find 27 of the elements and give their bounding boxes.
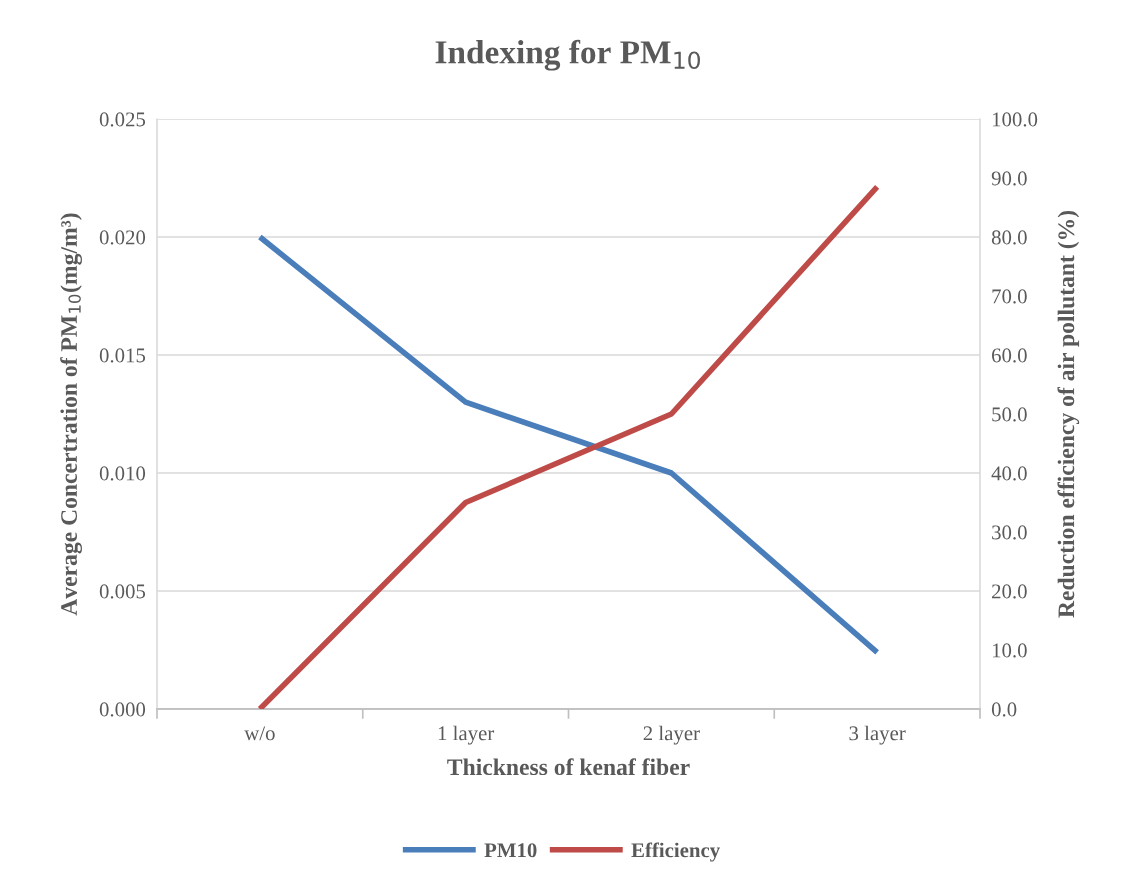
y2-tick-label: 50.0: [992, 407, 1027, 422]
y2-tick-label: 40.0: [991, 466, 1027, 481]
x-tick-label: 3 layer: [849, 725, 906, 745]
y2-tick-label: 70.0: [992, 289, 1027, 304]
y-tick-label: 0.005: [99, 584, 146, 599]
y2-tick-label: 20.0: [992, 584, 1027, 599]
y-axis-title: Average Concertration of PM$_{10}$(mg/m³): [60, 213, 82, 616]
y2-tick-label: 80.0: [991, 230, 1027, 245]
x-tick-label: 1 layer: [438, 725, 495, 745]
y2-tick-label: 60.0: [992, 348, 1027, 363]
y-tick-label: 0.025: [99, 112, 146, 127]
y2-tick-label: 90.0: [991, 171, 1027, 186]
legend-label: Efficiency: [631, 842, 720, 862]
legend-label: PM10: [484, 843, 537, 858]
y-tick-label: 0.000: [99, 702, 146, 717]
y2-tick-label: 10.0: [992, 643, 1027, 658]
y2-tick-label: 100.0: [992, 112, 1038, 127]
y2-axis-title: Reduction efficiency of air pollutant (%): [1057, 210, 1080, 618]
chart-title: Indexing for PM$_{10}$: [435, 39, 700, 71]
y-tick-label: 0.015: [99, 348, 146, 363]
x-tick-label: w/o: [244, 726, 275, 741]
y2-tick-label: 30.0: [992, 525, 1027, 540]
x-tick-label: 2 layer: [643, 725, 700, 745]
y2-tick-label: 0.0: [991, 702, 1017, 717]
x-axis-title: Thickness of kenaf fiber: [447, 758, 690, 776]
y-tick-label: 0.010: [99, 466, 146, 481]
y-tick-label: 0.020: [99, 230, 146, 245]
